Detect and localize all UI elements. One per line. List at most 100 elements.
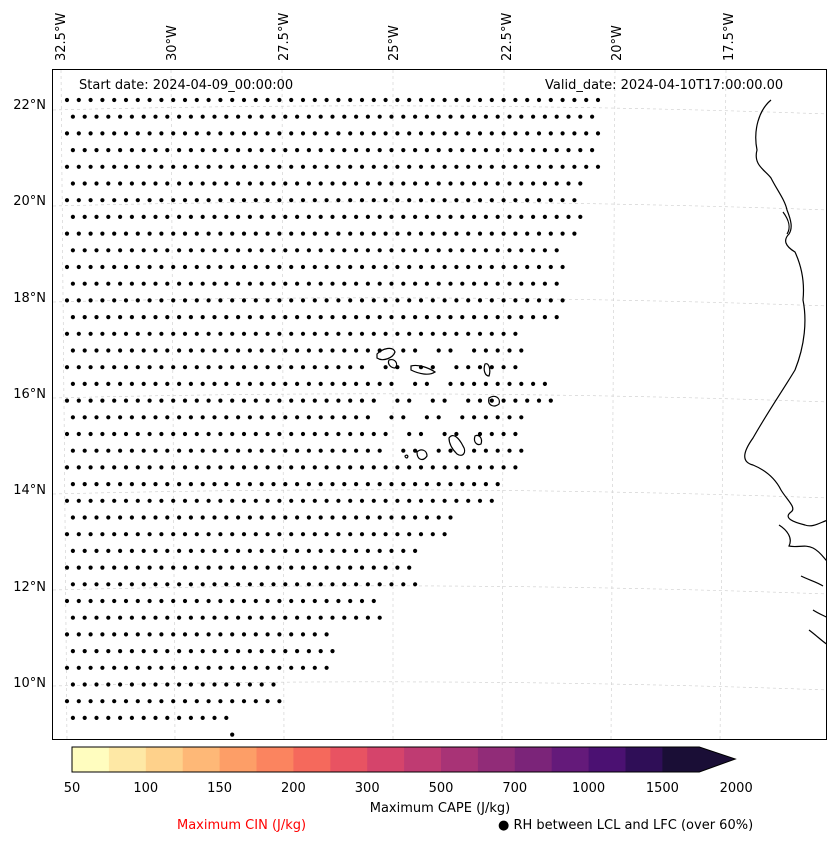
- rh-dot: [554, 114, 559, 119]
- rh-dot: [230, 665, 235, 670]
- rh-dot: [578, 114, 583, 119]
- rh-dot: [82, 348, 87, 353]
- rh-dot: [295, 515, 300, 520]
- rh-dot: [548, 264, 553, 270]
- rh-dot: [377, 548, 382, 553]
- rh-dot: [182, 231, 188, 236]
- rh-dot: [182, 198, 188, 203]
- rh-dot: [206, 532, 211, 537]
- rh-dot: [495, 281, 500, 286]
- map-panel[interactable]: Start date: 2024-04-09_00:00:00 Valid_da…: [52, 69, 827, 740]
- rh-dot: [513, 198, 518, 203]
- rh-dot: [477, 365, 483, 370]
- rh-dot: [194, 565, 199, 570]
- rh-dot: [129, 248, 134, 253]
- rh-dot: [271, 148, 276, 153]
- rh-dot: [519, 181, 524, 186]
- rh-dot: [501, 365, 506, 370]
- rh-dot: [354, 381, 359, 386]
- rh-dot: [123, 264, 129, 270]
- rh-dot: [430, 231, 435, 236]
- rh-dot: [413, 448, 418, 453]
- rh-dot: [489, 398, 494, 403]
- rh-dot: [377, 582, 382, 587]
- latitude-label: 16°N: [13, 387, 46, 402]
- rh-dot: [536, 164, 542, 169]
- rh-dot: [165, 715, 170, 721]
- rh-dot: [206, 264, 211, 270]
- rh-dot: [94, 148, 99, 153]
- rh-dot: [395, 331, 400, 336]
- rh-dot: [401, 515, 406, 520]
- rh-dot: [513, 164, 518, 169]
- rh-dot: [430, 532, 435, 537]
- rh-dot: [413, 381, 418, 386]
- rh-dot: [513, 298, 518, 303]
- rh-dot: [165, 649, 170, 654]
- rh-dot: [554, 148, 559, 153]
- rh-dot: [430, 331, 435, 336]
- rh-dot: [118, 148, 123, 153]
- rh-dot: [318, 348, 323, 353]
- rh-dot: [560, 298, 565, 303]
- rh-dot: [348, 465, 353, 470]
- rh-dot: [454, 298, 459, 303]
- rh-dot: [436, 448, 441, 453]
- rh-dot: [123, 532, 129, 537]
- rh-dot: [348, 431, 353, 437]
- rh-dot: [489, 365, 494, 370]
- rh-dot: [371, 164, 376, 169]
- rh-dot: [147, 598, 152, 604]
- rh-dot: [135, 532, 140, 537]
- rh-dot: [359, 264, 365, 270]
- rh-dot: [306, 582, 311, 587]
- rh-dot: [147, 498, 152, 503]
- rh-dot: [448, 515, 453, 520]
- start-date-label: Start date: 2024-04-09_00:00:00: [79, 78, 294, 93]
- rh-dot: [283, 615, 288, 620]
- rh-dot: [88, 365, 93, 370]
- rh-dot: [230, 131, 235, 136]
- rh-dot: [365, 381, 370, 386]
- colorbar-outline: [71, 746, 737, 773]
- rh-dot: [312, 665, 317, 670]
- rh-dot: [454, 365, 459, 370]
- rh-dot: [283, 248, 288, 253]
- rh-dot: [312, 131, 317, 136]
- rh-dot: [76, 331, 81, 336]
- rh-dot: [442, 131, 447, 136]
- rh-dot: [371, 298, 376, 303]
- rh-dot: [253, 532, 258, 537]
- rh-dot: [295, 482, 300, 487]
- rh-dot: [283, 315, 288, 320]
- rh-dot: [64, 331, 70, 336]
- rh-dot: [106, 381, 111, 386]
- rh-dot: [200, 415, 205, 420]
- rh-dot: [389, 515, 394, 520]
- rh-dot: [513, 331, 518, 336]
- rh-dot: [212, 181, 217, 186]
- rh-dot: [70, 114, 75, 119]
- rh-dot: [188, 315, 193, 320]
- rh-dot: [141, 615, 146, 620]
- rh-dot: [253, 598, 258, 604]
- rh-dot: [306, 615, 311, 620]
- rh-dot: [418, 131, 424, 136]
- rh-dot: [177, 248, 182, 253]
- rh-dot: [300, 164, 306, 169]
- rh-dot: [106, 515, 111, 520]
- rh-dot: [395, 532, 400, 537]
- rh-dot: [442, 298, 447, 303]
- rh-dot: [188, 682, 193, 687]
- rh-dot: [82, 415, 87, 420]
- rh-dot: [159, 198, 164, 203]
- rh-dot: [348, 498, 353, 503]
- rh-dot: [354, 448, 359, 453]
- rh-dot: [418, 231, 424, 236]
- rh-dot: [359, 565, 365, 570]
- rh-dot: [436, 281, 441, 286]
- rh-dot: [289, 164, 294, 169]
- rh-dot: [489, 164, 494, 169]
- island-fogo: [416, 449, 428, 461]
- rh-dot: [129, 114, 134, 119]
